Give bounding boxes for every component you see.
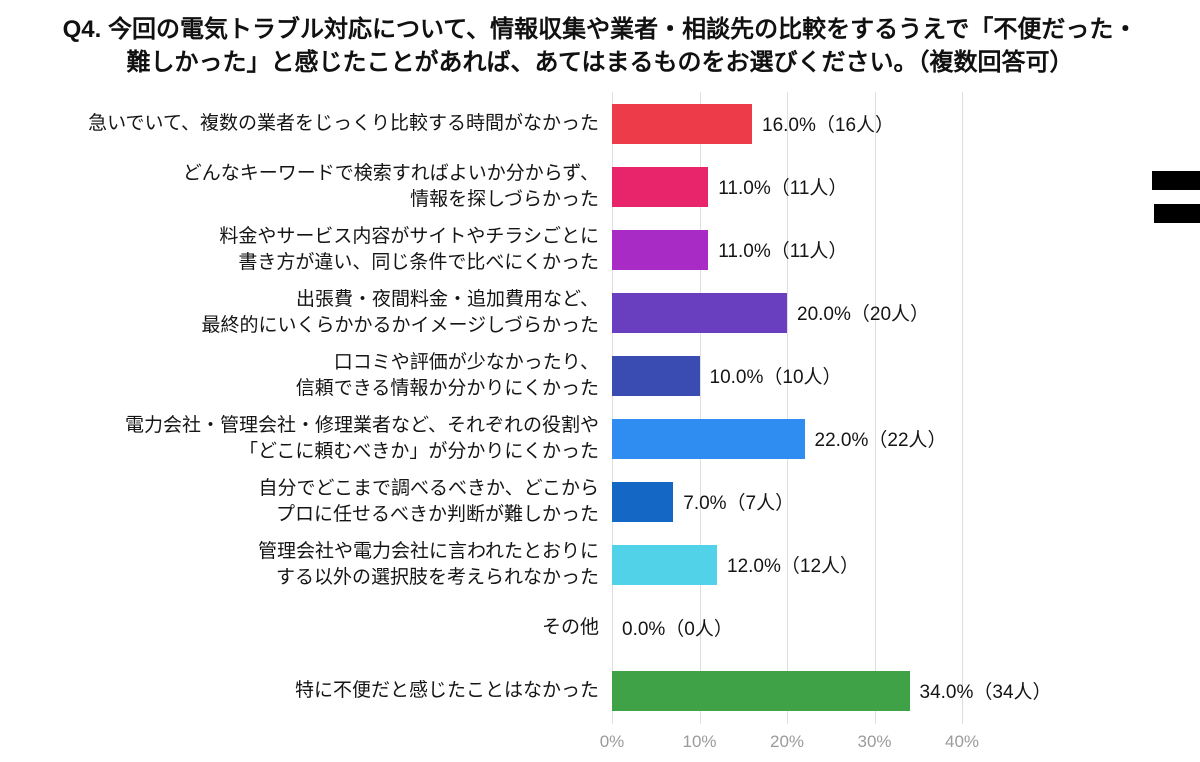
gridline bbox=[699, 92, 701, 724]
bar-label-line: する以外の選択肢を考えられなかった bbox=[275, 566, 599, 588]
x-axis-tick: 0% bbox=[599, 732, 625, 751]
gridline bbox=[962, 92, 963, 724]
bar bbox=[612, 481, 674, 522]
bar-label-line: 出張費・夜間料金・追加費用など、 bbox=[295, 288, 599, 310]
bar-label-line: 口コミや評価が少なかったり、 bbox=[333, 351, 599, 373]
bar-value-label: 16.0%（16人） bbox=[762, 115, 895, 136]
bar-row: 急いでいて、複数の業者をじっくり比較する時間がなかった 16.0%（16人） bbox=[0, 92, 1200, 155]
bar bbox=[612, 418, 805, 459]
bar-value-label: 11.0%（11人） bbox=[718, 178, 848, 199]
bar-row: 口コミや評価が少なかったり、信頼できる情報か分かりにくかった 10.0%（10人） bbox=[0, 344, 1200, 407]
bar-label-line: 電力会社・管理会社・修理業者など、それぞれの役割や bbox=[124, 414, 599, 436]
gridline bbox=[787, 92, 788, 724]
bar-value-label: 20.0%（20人） bbox=[797, 304, 930, 325]
bar-label: 電力会社・管理会社・修理業者など、それぞれの役割や「どこに頼むべきか」が分かりに… bbox=[0, 413, 612, 465]
bar bbox=[612, 166, 709, 207]
bar-value-label: 0.0%（0人） bbox=[622, 619, 733, 640]
gridline bbox=[874, 92, 876, 724]
bar bbox=[612, 544, 717, 585]
bar-row: どんなキーワードで検索すればよいか分からず、情報を探しづらかった 11.0%（11… bbox=[0, 155, 1200, 218]
bar-label-line: 「どこに頼むべきか」が分かりにくかった bbox=[238, 440, 599, 462]
x-axis-tick: 20% bbox=[769, 732, 805, 751]
bar-label-line: プロに任せるべきか判断が難しかった bbox=[275, 503, 599, 525]
bar bbox=[612, 355, 700, 396]
bar bbox=[612, 670, 910, 711]
bar-label: その他 bbox=[0, 615, 612, 641]
bar bbox=[612, 229, 709, 270]
bar-value-label: 34.0%（34人） bbox=[919, 682, 1052, 703]
bar-label: 管理会社や電力会社に言われたとおりにする以外の選択肢を考えられなかった bbox=[0, 539, 612, 591]
bar-row: 自分でどこまで調べるべきか、どこからプロに任せるべきか判断が難しかった 7.0%（… bbox=[0, 470, 1200, 533]
bar-value-label: 12.0%（12人） bbox=[727, 556, 860, 577]
bar bbox=[612, 292, 787, 333]
bar-value-label: 11.0%（11人） bbox=[718, 241, 848, 262]
bar-label-line: 料金やサービス内容がサイトやチラシごとに bbox=[219, 225, 599, 247]
x-axis-tick: 30% bbox=[857, 732, 892, 751]
bar-label: 自分でどこまで調べるべきか、どこからプロに任せるべきか判断が難しかった bbox=[0, 476, 612, 528]
x-axis-tick: 40% bbox=[944, 732, 980, 751]
chart-title-line2: 難しかった」と感じたことがあれば、あてはまるものをお選びください。（複数回答可） bbox=[126, 49, 1074, 76]
x-axis: 0% 10% 20% 30% 40% bbox=[600, 732, 979, 756]
bar-row: その他 0.0%（0人） bbox=[0, 596, 1200, 659]
bar-label: どんなキーワードで検索すればよいか分からず、情報を探しづらかった bbox=[0, 161, 612, 213]
gridlines bbox=[612, 92, 963, 724]
bar-label-line: 特に不便だと感じたことはなかった bbox=[294, 679, 599, 701]
chart-title-line1: Q4. 今回の電気トラブル対応について、情報収集や業者・相談先の比較をするうえで… bbox=[62, 16, 1138, 43]
bar-row: 出張費・夜間料金・追加費用など、最終的にいくらかかるかイメージしづらかった 20.… bbox=[0, 281, 1200, 344]
bar-row: 電力会社・管理会社・修理業者など、それぞれの役割や「どこに頼むべきか」が分かりに… bbox=[0, 407, 1200, 470]
bar-label: 料金やサービス内容がサイトやチラシごとに書き方が違い、同じ条件で比べにくかった bbox=[0, 224, 612, 276]
bar-label-line: 最終的にいくらかかるかイメージしづらかった bbox=[201, 314, 599, 336]
bar-rows: 急いでいて、複数の業者をじっくり比較する時間がなかった 16.0%（16人） どんな… bbox=[0, 92, 1200, 722]
bar bbox=[612, 103, 752, 144]
black-mark-top bbox=[1152, 171, 1200, 190]
bar-label-line: その他 bbox=[541, 616, 599, 638]
bar-label: 特に不便だと感じたことはなかった bbox=[0, 678, 612, 704]
chart-title: Q4. 今回の電気トラブル対応について、情報収集や業者・相談先の比較をするうえで… bbox=[0, 0, 1200, 79]
bar-value-label: 22.0%（22人） bbox=[814, 430, 947, 451]
black-mark-bottom bbox=[1154, 204, 1200, 223]
bar-row: 管理会社や電力会社に言われたとおりにする以外の選択肢を考えられなかった 12.0%… bbox=[0, 533, 1200, 596]
bar-label-line: 信頼できる情報か分かりにくかった bbox=[295, 377, 599, 399]
gridline bbox=[612, 92, 613, 724]
bar-label-line: どんなキーワードで検索すればよいか分からず、 bbox=[182, 162, 599, 184]
bar-row: 料金やサービス内容がサイトやチラシごとに書き方が違い、同じ条件で比べにくかった 1… bbox=[0, 218, 1200, 281]
bar-label-line: 急いでいて、複数の業者をじっくり比較する時間がなかった bbox=[88, 112, 599, 134]
bar-label-line: 自分でどこまで調べるべきか、どこから bbox=[258, 477, 599, 499]
bar-chart: 急いでいて、複数の業者をじっくり比較する時間がなかった 16.0%（16人） どんな… bbox=[0, 92, 1200, 760]
bar-value-label: 7.0%（7人） bbox=[683, 493, 795, 514]
bar-label-line: 書き方が違い、同じ条件で比べにくかった bbox=[238, 251, 599, 273]
bar-label-line: 管理会社や電力会社に言われたとおりに bbox=[257, 540, 599, 562]
bar-label: 急いでいて、複数の業者をじっくり比較する時間がなかった bbox=[0, 111, 612, 137]
bar-label: 口コミや評価が少なかったり、信頼できる情報か分かりにくかった bbox=[0, 350, 612, 402]
x-axis-tick: 10% bbox=[682, 732, 717, 751]
bar-label-line: 情報を探しづらかった bbox=[410, 188, 599, 210]
bar-value-label: 10.0%（10人） bbox=[709, 367, 842, 388]
bar-label: 出張費・夜間料金・追加費用など、最終的にいくらかかるかイメージしづらかった bbox=[0, 287, 612, 339]
bar-row: 特に不便だと感じたことはなかった 34.0%（34人） bbox=[0, 659, 1200, 722]
